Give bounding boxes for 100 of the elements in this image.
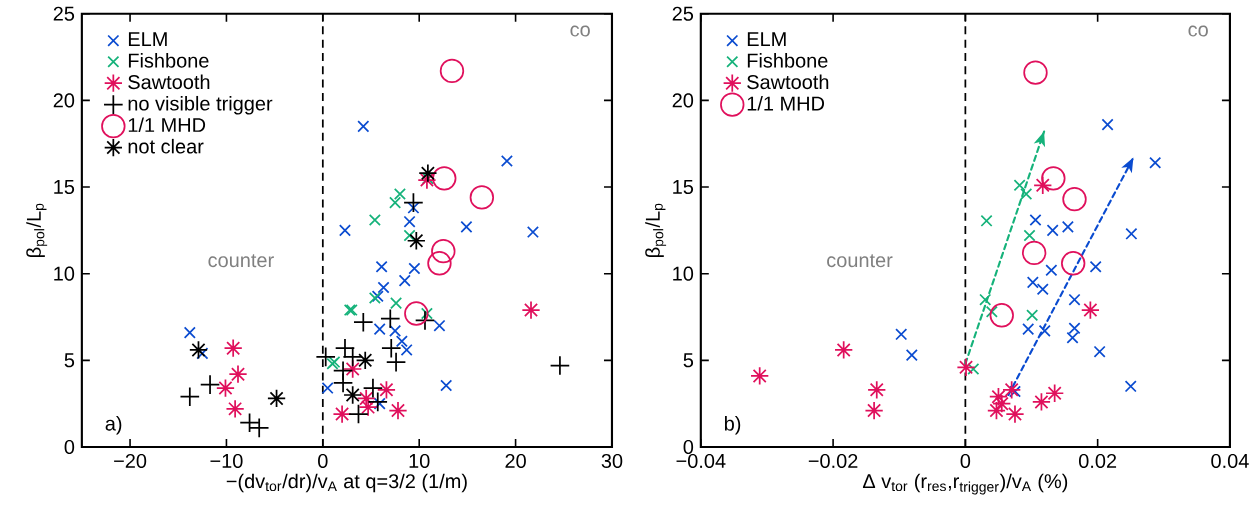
point <box>521 300 541 320</box>
annotation: co <box>1188 25 1208 37</box>
y-tick-label: 20 <box>53 93 75 108</box>
point <box>989 303 1014 328</box>
point <box>864 401 884 421</box>
y-tick-label: 10 <box>673 266 694 281</box>
point <box>460 220 473 233</box>
point <box>1041 166 1066 191</box>
point <box>1031 392 1051 412</box>
point <box>403 229 416 242</box>
point <box>403 192 424 213</box>
x-tick-label: 20 <box>505 453 526 469</box>
legend-label: 1/1 MHD <box>747 96 825 111</box>
point <box>526 226 539 239</box>
point <box>1068 322 1081 335</box>
point <box>440 379 453 392</box>
point <box>390 297 403 310</box>
point <box>1033 175 1053 195</box>
point <box>183 326 196 339</box>
point <box>393 187 406 201</box>
x-tick-label: 30 <box>601 453 623 469</box>
point <box>500 155 513 168</box>
point <box>228 364 248 384</box>
point <box>1013 179 1026 192</box>
point <box>992 394 1012 414</box>
y-tick-label: 15 <box>54 180 75 195</box>
point <box>373 397 386 410</box>
point <box>985 305 998 318</box>
point <box>404 301 429 326</box>
point <box>239 412 260 433</box>
point <box>249 417 270 439</box>
point <box>1045 264 1058 277</box>
point <box>1124 380 1137 393</box>
point <box>355 350 375 370</box>
x-tick-label: −20 <box>114 453 147 469</box>
point <box>406 231 426 251</box>
x-tick-label: −0.02 <box>808 453 858 469</box>
point <box>389 196 402 209</box>
point <box>1026 276 1039 289</box>
point <box>395 335 408 348</box>
point <box>1093 345 1106 358</box>
point <box>1046 224 1059 237</box>
point <box>377 281 390 294</box>
point <box>367 391 388 413</box>
legend-label: not clear <box>128 138 204 154</box>
text: Δ v$_{tor}$ (r$_{res}$,r$_{trigger}$)/v$_{A}$ (%) <box>862 473 1068 495</box>
point <box>1029 213 1042 227</box>
point <box>1023 60 1048 85</box>
point <box>1026 309 1039 322</box>
x-tick-label: 0 <box>318 453 328 469</box>
point <box>267 389 287 409</box>
point <box>1061 251 1086 276</box>
y-tick-label: 5 <box>64 353 75 368</box>
point <box>1002 380 1022 400</box>
point <box>439 58 465 84</box>
point <box>1045 383 1065 403</box>
point <box>1038 324 1051 337</box>
point <box>1068 293 1081 306</box>
point <box>1062 187 1087 212</box>
legend-label: Fishbone <box>128 53 209 68</box>
point <box>368 213 381 227</box>
annotation: b) <box>724 416 741 435</box>
point <box>414 310 436 331</box>
point <box>867 380 887 400</box>
point <box>398 274 411 287</box>
point <box>433 319 446 332</box>
point <box>389 324 402 337</box>
x-tick-label: 10 <box>409 453 430 469</box>
point <box>905 349 918 362</box>
point <box>418 163 438 183</box>
point <box>427 251 452 276</box>
point <box>967 363 980 376</box>
point <box>400 343 413 357</box>
point <box>358 397 378 417</box>
y-tick-label: 5 <box>683 353 694 368</box>
y-tick-label: 25 <box>672 6 694 21</box>
y-tick-label: 10 <box>54 266 75 281</box>
point <box>431 239 456 264</box>
point <box>315 346 336 368</box>
point <box>1036 283 1049 296</box>
point <box>1022 323 1035 336</box>
point <box>385 351 407 373</box>
point <box>1005 404 1025 424</box>
point <box>1023 229 1036 242</box>
point <box>420 307 433 320</box>
point <box>403 215 416 228</box>
point <box>895 328 908 341</box>
x-tick-label: 0.02 <box>1078 453 1117 469</box>
x-tick-label: −0.04 <box>676 453 726 469</box>
point <box>373 323 386 336</box>
point <box>179 386 200 407</box>
point <box>432 166 457 191</box>
point <box>188 340 209 360</box>
annotation: counter <box>827 254 893 268</box>
point <box>408 262 421 275</box>
x-tick-label: 0.04 <box>1211 453 1249 469</box>
annotation: counter <box>208 254 274 268</box>
point <box>1149 156 1162 169</box>
legend-label: 1/1 MHD <box>128 117 206 133</box>
point <box>1061 220 1074 233</box>
